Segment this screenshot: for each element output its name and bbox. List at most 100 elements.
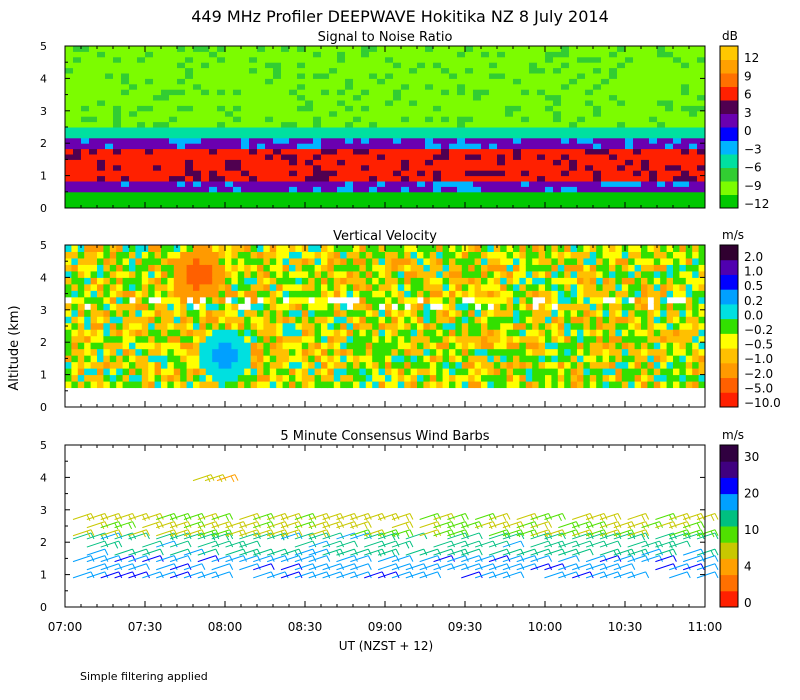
velocity-cell xyxy=(634,348,642,356)
velocity-cell xyxy=(225,316,232,324)
snr-cell xyxy=(153,116,162,123)
velocity-cell xyxy=(596,361,604,369)
snr-cell xyxy=(505,159,514,166)
wind-barb-feather xyxy=(229,571,234,579)
wind-barb xyxy=(613,548,632,556)
wind-barb-feather xyxy=(617,555,622,562)
velocity-cell xyxy=(525,257,533,265)
wind-barb-feather xyxy=(506,563,511,570)
velocity-cell xyxy=(231,309,239,317)
snr-cell xyxy=(473,110,482,117)
velocity-cell xyxy=(237,335,245,343)
snr-cell xyxy=(297,83,306,90)
snr-cell xyxy=(681,159,690,166)
velocity-cell xyxy=(84,283,92,291)
snr-cell xyxy=(313,56,322,63)
snr-cell xyxy=(353,89,362,96)
snr-cell xyxy=(153,137,162,144)
snr-cell xyxy=(65,137,74,144)
wind-barb-feather xyxy=(326,548,331,556)
velocity-cell xyxy=(621,335,629,343)
velocity-cell xyxy=(340,309,348,317)
snr-cell xyxy=(217,175,226,182)
velocity-cell xyxy=(365,374,373,382)
snr-cell xyxy=(81,56,90,63)
snr-cell xyxy=(377,197,386,204)
velocity-cell xyxy=(692,251,700,259)
snr-cell xyxy=(209,127,218,133)
snr-cell xyxy=(505,89,514,96)
velocity-cell xyxy=(455,264,463,272)
snr-cell xyxy=(393,105,402,112)
snr-cell xyxy=(649,110,658,117)
snr-cell xyxy=(361,94,370,101)
snr-cell xyxy=(169,67,178,74)
snr-cell xyxy=(697,78,706,85)
velocity-cell xyxy=(263,316,271,324)
velocity-cell xyxy=(65,257,72,265)
snr-cell xyxy=(609,143,618,150)
snr-cell xyxy=(641,164,650,171)
snr-cell xyxy=(633,51,642,58)
snr-cell xyxy=(697,62,706,69)
snr-cell xyxy=(625,164,634,171)
snr-cell xyxy=(145,67,154,74)
velocity-cell xyxy=(340,322,348,330)
snr-cell xyxy=(249,62,258,69)
velocity-cell xyxy=(545,316,552,324)
velocity-cell xyxy=(660,296,668,304)
snr-cell xyxy=(89,78,98,85)
snr-cell xyxy=(425,51,434,58)
velocity-cell xyxy=(385,277,392,285)
snr-cell xyxy=(473,121,482,128)
snr-cell xyxy=(665,132,674,139)
snr-cell xyxy=(329,186,338,193)
velocity-cell xyxy=(519,251,527,259)
snr-cell xyxy=(649,67,658,74)
velocity-cell xyxy=(167,303,175,311)
velocity-cell xyxy=(173,368,181,376)
snr-cell xyxy=(73,83,82,90)
velocity-cell xyxy=(199,381,207,389)
snr-cell xyxy=(129,56,138,63)
velocity-cell xyxy=(301,277,309,285)
velocity-cell xyxy=(417,355,424,363)
snr-cell xyxy=(433,116,442,123)
velocity-cell xyxy=(468,329,476,337)
velocity-cell xyxy=(506,374,514,382)
snr-cell xyxy=(137,181,146,187)
velocity-cell xyxy=(122,270,130,278)
snr-cell xyxy=(241,127,250,133)
snr-cell xyxy=(417,100,426,106)
snr-cell xyxy=(169,73,178,79)
snr-cell xyxy=(289,154,298,160)
snr-cell xyxy=(145,159,154,166)
velocity-cell xyxy=(314,322,322,330)
snr-cell xyxy=(121,56,130,63)
snr-cell xyxy=(337,197,346,204)
snr-cell xyxy=(401,121,410,128)
velocity-cell xyxy=(551,322,559,330)
velocity-cell xyxy=(135,245,143,252)
snr-cell xyxy=(545,132,554,139)
snr-cell xyxy=(593,170,602,177)
velocity-cell xyxy=(653,335,661,343)
velocity-cell xyxy=(596,374,604,382)
velocity-cell xyxy=(346,270,354,278)
snr-cell xyxy=(89,154,98,160)
velocity-cell xyxy=(423,296,431,304)
snr-cell xyxy=(73,154,82,160)
snr-cell xyxy=(697,94,706,101)
snr-cell xyxy=(297,159,306,166)
snr-cell xyxy=(617,83,626,90)
snr-cell xyxy=(625,73,634,79)
velocity-cell xyxy=(129,316,136,324)
velocity-cell xyxy=(557,355,565,363)
velocity-cell xyxy=(429,283,437,291)
snr-cell xyxy=(401,164,410,171)
snr-cell xyxy=(521,121,530,128)
snr-cell xyxy=(673,51,682,58)
wind-barb-feather xyxy=(215,548,220,556)
snr-cell xyxy=(97,175,106,182)
velocity-cell xyxy=(449,322,456,330)
